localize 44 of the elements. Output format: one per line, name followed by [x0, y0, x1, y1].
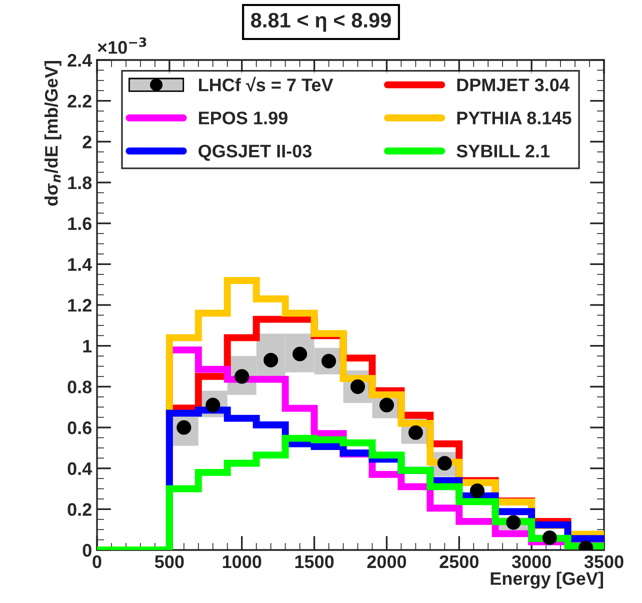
x-tick-label: 3000: [512, 555, 551, 568]
y-tick-label: 1.2: [68, 298, 92, 312]
y-tick-label: 1: [83, 340, 92, 352]
point: [437, 456, 452, 471]
point: [206, 398, 220, 412]
point: [379, 398, 394, 412]
legend-label: QGSJET II-03: [198, 144, 312, 161]
y-tick-label: 2: [82, 136, 92, 148]
y-tick-label: 0.2: [68, 503, 92, 516]
y-tick-label: 2.2: [68, 94, 92, 108]
x-tick-label: 0: [92, 555, 102, 568]
legend-label: DPMJET 3.04: [457, 78, 570, 92]
x-tick-label: 2500: [440, 555, 478, 568]
x-tick-label: 1500: [295, 555, 334, 568]
x-tick-label: 2000: [367, 555, 406, 568]
point: [176, 420, 192, 435]
y-tick-label: 1.6: [68, 217, 92, 230]
y-axis-title: dσ$_{n}$/dE [mb/GeV]: [44, 61, 62, 206]
point: [234, 369, 250, 384]
x-tick-label: 3500: [584, 555, 624, 568]
y-tick-label: 1.8: [68, 176, 92, 190]
point: [506, 515, 521, 530]
chart-title: 8.81 < η < 8.99: [251, 12, 391, 32]
legend-label: LHCf √s = 7 TeV: [199, 76, 334, 92]
legend-label: SYBILL 2.1: [456, 144, 550, 158]
point: [292, 346, 308, 362]
y-tick-label: 0.6: [68, 421, 92, 434]
point: [350, 379, 366, 394]
x-axis-title: Energy [GeV]: [490, 572, 603, 589]
point: [408, 425, 423, 440]
y-tick-label: 0: [82, 544, 92, 557]
x-tick-label: 500: [154, 555, 184, 568]
y-tick-label: 0.4: [68, 462, 92, 476]
y-tick-label: 0.8: [68, 380, 92, 394]
point: [264, 352, 278, 368]
y-tick-label: 2.4: [68, 54, 92, 67]
point: [542, 530, 557, 546]
point: [321, 354, 336, 368]
point: [470, 484, 485, 498]
x-tick-label: 1000: [222, 555, 262, 568]
y-tick-label: 1.4: [68, 258, 92, 271]
text: ×10$^{−3}$: [98, 37, 146, 54]
legend-label: PYTHIA 8.145: [457, 112, 572, 124]
legend-label: EPOS 1.99: [199, 112, 288, 124]
